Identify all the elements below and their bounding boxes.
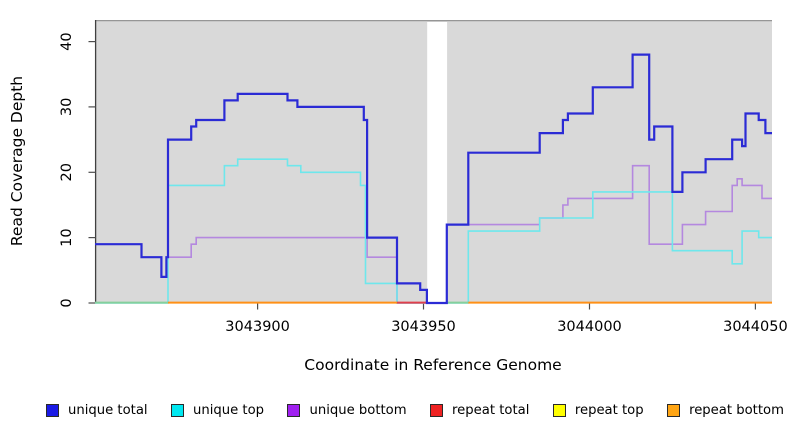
legend-item-repeat-top: repeat top bbox=[552, 402, 644, 418]
legend-label-unique-top: unique top bbox=[193, 402, 265, 418]
y-tick-label: 0 bbox=[59, 298, 75, 307]
x-tick-label: 3044050 bbox=[723, 319, 788, 335]
series-unique-total-line bbox=[95, 53, 772, 305]
y-tick-label: 30 bbox=[59, 98, 75, 116]
y-tick-label: 10 bbox=[59, 228, 75, 246]
legend-item-unique-top: unique top bbox=[171, 403, 264, 418]
legend-label-repeat-top: repeat top bbox=[574, 402, 644, 418]
legend-label-unique-bottom: unique bottom bbox=[309, 402, 407, 418]
coverage-gap-band bbox=[427, 22, 448, 303]
y-axis-title: Read Coverage Depth bbox=[8, 75, 26, 247]
legend-swatch-unique-bottom bbox=[287, 403, 301, 417]
series-unique-bottom-line bbox=[168, 164, 772, 304]
x-tick-label: 3043950 bbox=[391, 319, 456, 335]
legend-item-unique-total: unique total bbox=[46, 403, 148, 418]
x-tick-label: 3044000 bbox=[557, 319, 622, 335]
y-tick-label: 20 bbox=[59, 163, 75, 181]
x-tick-label: 3043900 bbox=[225, 319, 290, 335]
legend-swatch-unique-top bbox=[171, 403, 185, 417]
legend-item-unique-bottom: unique bottom bbox=[287, 402, 407, 418]
legend-label-repeat-total: repeat total bbox=[452, 402, 530, 418]
y-tick-label: 40 bbox=[59, 32, 75, 50]
legend-swatch-repeat-bottom bbox=[667, 403, 681, 417]
series-unique-top-line bbox=[95, 158, 772, 304]
x-axis-title: Coordinate in Reference Genome bbox=[304, 356, 562, 374]
legend-item-repeat-bottom: repeat bottom bbox=[667, 403, 784, 418]
legend-swatch-repeat-total bbox=[430, 403, 444, 417]
legend-label-unique-total: unique total bbox=[68, 402, 148, 418]
legend-item-repeat-total: repeat total bbox=[430, 403, 529, 418]
legend-swatch-unique-total bbox=[46, 403, 59, 417]
legend-label-repeat-bottom: repeat bottom bbox=[689, 402, 784, 418]
legend-swatch-repeat-top bbox=[552, 403, 566, 417]
legend: unique total unique top unique bottom repea… bbox=[46, 398, 784, 422]
